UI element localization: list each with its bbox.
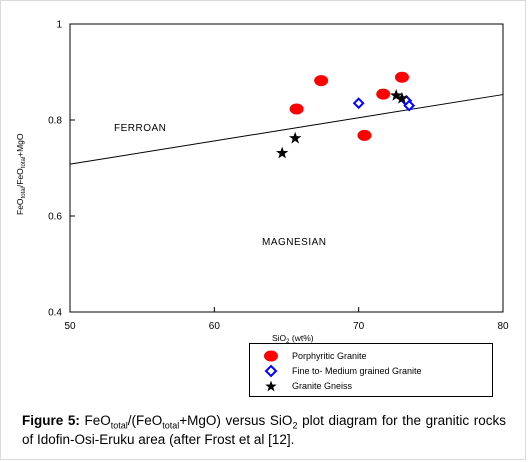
x-tick-label: 80 <box>497 321 509 332</box>
point-porphyritic-granite <box>289 103 304 115</box>
x-axis-label-main: SiO <box>272 333 287 343</box>
figure-caption: Figure 5: FeOtotal/(FeOtotal+MgO) versus… <box>22 411 506 449</box>
data-points <box>275 71 416 159</box>
ferroan-magnesian-boundary <box>69 94 504 165</box>
y-tick-label: 0.8 <box>48 116 62 127</box>
y-tick-label: 0.6 <box>48 212 62 223</box>
caption-text-1: FeO <box>79 413 111 428</box>
legend-label: Granite Gneiss <box>292 381 353 391</box>
chart-legend: Porphyritic Granite Fine to- Medium grai… <box>249 343 493 397</box>
point-porphyritic-granite <box>357 129 372 141</box>
region-label-magnesian: MAGNESIAN <box>262 237 327 248</box>
x-axis-label-sub: 2 <box>286 339 290 345</box>
y-axis-label: FeOtotal/FeOtotal+MgO <box>15 133 27 215</box>
y-tick-label: 0.4 <box>48 308 62 319</box>
caption-text-3: +MgO) versus SiO <box>179 413 293 428</box>
point-porphyritic-granite <box>376 88 391 100</box>
legend-label: Porphyritic Granite <box>292 351 367 361</box>
legend-item-granite-gneiss: Granite Gneiss <box>260 379 352 393</box>
legend-label: Fine to- Medium grained Granite <box>292 366 422 376</box>
caption-sub-2: total <box>162 420 180 431</box>
x-tick-label: 60 <box>209 321 221 332</box>
point-porphyritic-granite <box>314 75 329 87</box>
legend-star-icon <box>260 379 282 393</box>
legend-item-fine-medium-granite: Fine to- Medium grained Granite <box>260 364 422 378</box>
point-fine-medium-granite <box>403 99 416 112</box>
y-tick-label: 1 <box>56 20 62 31</box>
legend-item-porphyritic-granite: Porphyritic Granite <box>260 349 367 363</box>
caption-sub-3: 2 <box>292 420 298 431</box>
plot-area <box>69 23 504 313</box>
point-granite-gneiss <box>288 131 302 144</box>
chart-plot: 0.4 0.6 0.8 1 50 60 70 80 FERROAN MAGNESIAN SiO… <box>15 20 509 346</box>
y-axis-label-part-4: total <box>21 157 27 168</box>
x-axis-label-unit: (wt%) <box>290 333 314 343</box>
x-tick-label: 70 <box>353 321 365 332</box>
point-porphyritic-granite <box>394 71 409 83</box>
y-axis-label-part-2: total <box>21 187 27 198</box>
y-axis-label-part-1: FeO <box>15 198 25 215</box>
legend-circle-icon <box>260 349 282 363</box>
point-granite-gneiss <box>390 89 403 101</box>
point-granite-gneiss <box>275 146 289 159</box>
caption-sub-1: total <box>110 420 128 431</box>
x-axis-label: SiO2 (wt%) <box>272 333 314 345</box>
axis-ticks: 0.4 0.6 0.8 1 50 60 70 80 <box>48 20 509 333</box>
legend-diamond-icon <box>260 364 282 378</box>
caption-text-4: plot diagram for the granitic rocks of I… <box>22 413 506 447</box>
caption-label: Figure 5: <box>22 413 80 428</box>
caption-text-2: /(FeO <box>127 413 163 428</box>
point-granite-gneiss <box>395 91 409 104</box>
x-tick-label: 50 <box>64 321 76 332</box>
point-fine-medium-granite <box>352 97 365 110</box>
y-axis-label-part-5: +MgO <box>15 133 25 157</box>
region-label-ferroan: FERROAN <box>114 123 166 134</box>
y-axis-label-part-3: /FeO <box>15 168 25 187</box>
boundary-line <box>69 94 504 165</box>
